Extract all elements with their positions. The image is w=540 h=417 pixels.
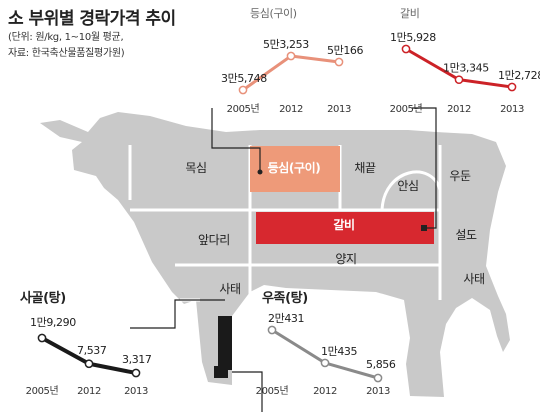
sagol-bone bbox=[218, 316, 232, 370]
data-point bbox=[238, 85, 248, 95]
x-tick-label: 2005년 bbox=[390, 103, 423, 115]
cow-part-label: 설도 bbox=[455, 228, 477, 242]
chart-title: 사골(탕) bbox=[20, 290, 66, 306]
part-galbi-highlight bbox=[256, 212, 434, 244]
chart-title: 우족(탕) bbox=[262, 290, 308, 306]
data-label: 5,856 bbox=[366, 358, 396, 371]
cow-part-label: 양지 bbox=[335, 252, 356, 266]
data-label: 3만5,748 bbox=[221, 72, 267, 85]
x-tick-label: 2013 bbox=[500, 104, 524, 115]
ujok-hoof bbox=[214, 366, 228, 378]
data-point bbox=[267, 325, 277, 335]
cow-part-label: 우둔 bbox=[449, 169, 471, 183]
connector-sagol bbox=[130, 299, 225, 329]
cow-part-label: 앞다리 bbox=[198, 233, 230, 247]
data-label: 1만9,290 bbox=[30, 316, 76, 329]
data-point bbox=[334, 57, 344, 67]
connector-dot bbox=[257, 169, 263, 175]
page-title: 소 부위별 경락가격 추이 bbox=[8, 9, 176, 29]
data-label: 2만431 bbox=[268, 312, 304, 325]
x-tick-label: 2012 bbox=[77, 386, 101, 397]
x-tick-label: 2012 bbox=[447, 104, 471, 115]
cow-part-label: 갈비 bbox=[333, 217, 354, 232]
source-note: 자료: 한국축산물품질평가원) bbox=[8, 48, 125, 59]
x-tick-label: 2012 bbox=[313, 386, 337, 397]
x-tick-label: 2005년 bbox=[256, 385, 289, 397]
data-point bbox=[84, 359, 94, 369]
connector-deungsim bbox=[211, 108, 261, 172]
data-label: 3,317 bbox=[122, 353, 152, 366]
chart-title: 갈비 bbox=[400, 6, 419, 20]
x-tick-label: 2005년 bbox=[26, 385, 59, 397]
data-point bbox=[373, 373, 383, 383]
x-tick-label: 2012 bbox=[279, 104, 303, 115]
x-tick-label: 2005년 bbox=[227, 103, 260, 115]
cow-part-label: 목심 bbox=[185, 161, 206, 175]
data-point bbox=[401, 44, 411, 54]
connector-dot bbox=[421, 225, 427, 231]
data-point bbox=[320, 358, 330, 368]
connector-ujok bbox=[232, 371, 263, 412]
data-label: 5만3,253 bbox=[263, 38, 309, 51]
data-label: 5만166 bbox=[327, 44, 364, 57]
part-deungsim-highlight bbox=[250, 146, 340, 192]
cow-part-label: 사태 bbox=[219, 282, 240, 296]
data-label: 1만2,728 bbox=[498, 69, 540, 82]
data-label: 1만5,928 bbox=[390, 31, 436, 44]
cow-part-label: 등심(구이) bbox=[268, 160, 321, 175]
cow-part-label: 사태 bbox=[463, 272, 484, 286]
x-tick-label: 2013 bbox=[366, 386, 390, 397]
data-label: 7,537 bbox=[77, 344, 107, 357]
cow-part-label: 채끝 bbox=[354, 161, 376, 175]
data-label: 1만435 bbox=[321, 345, 358, 358]
data-label: 1만3,345 bbox=[443, 62, 489, 75]
data-point bbox=[507, 82, 517, 92]
unit-note: (단위: 원/kg, 1~10월 평균, bbox=[8, 32, 124, 43]
data-point bbox=[37, 333, 47, 343]
data-point bbox=[454, 75, 464, 85]
chart-title: 등심(구이) bbox=[250, 7, 297, 20]
connector-galbi bbox=[412, 107, 437, 229]
x-tick-label: 2013 bbox=[327, 104, 351, 115]
cow-part-label: 안심 bbox=[397, 179, 418, 193]
data-point bbox=[286, 51, 296, 61]
data-point bbox=[131, 368, 141, 378]
x-tick-label: 2013 bbox=[124, 386, 148, 397]
